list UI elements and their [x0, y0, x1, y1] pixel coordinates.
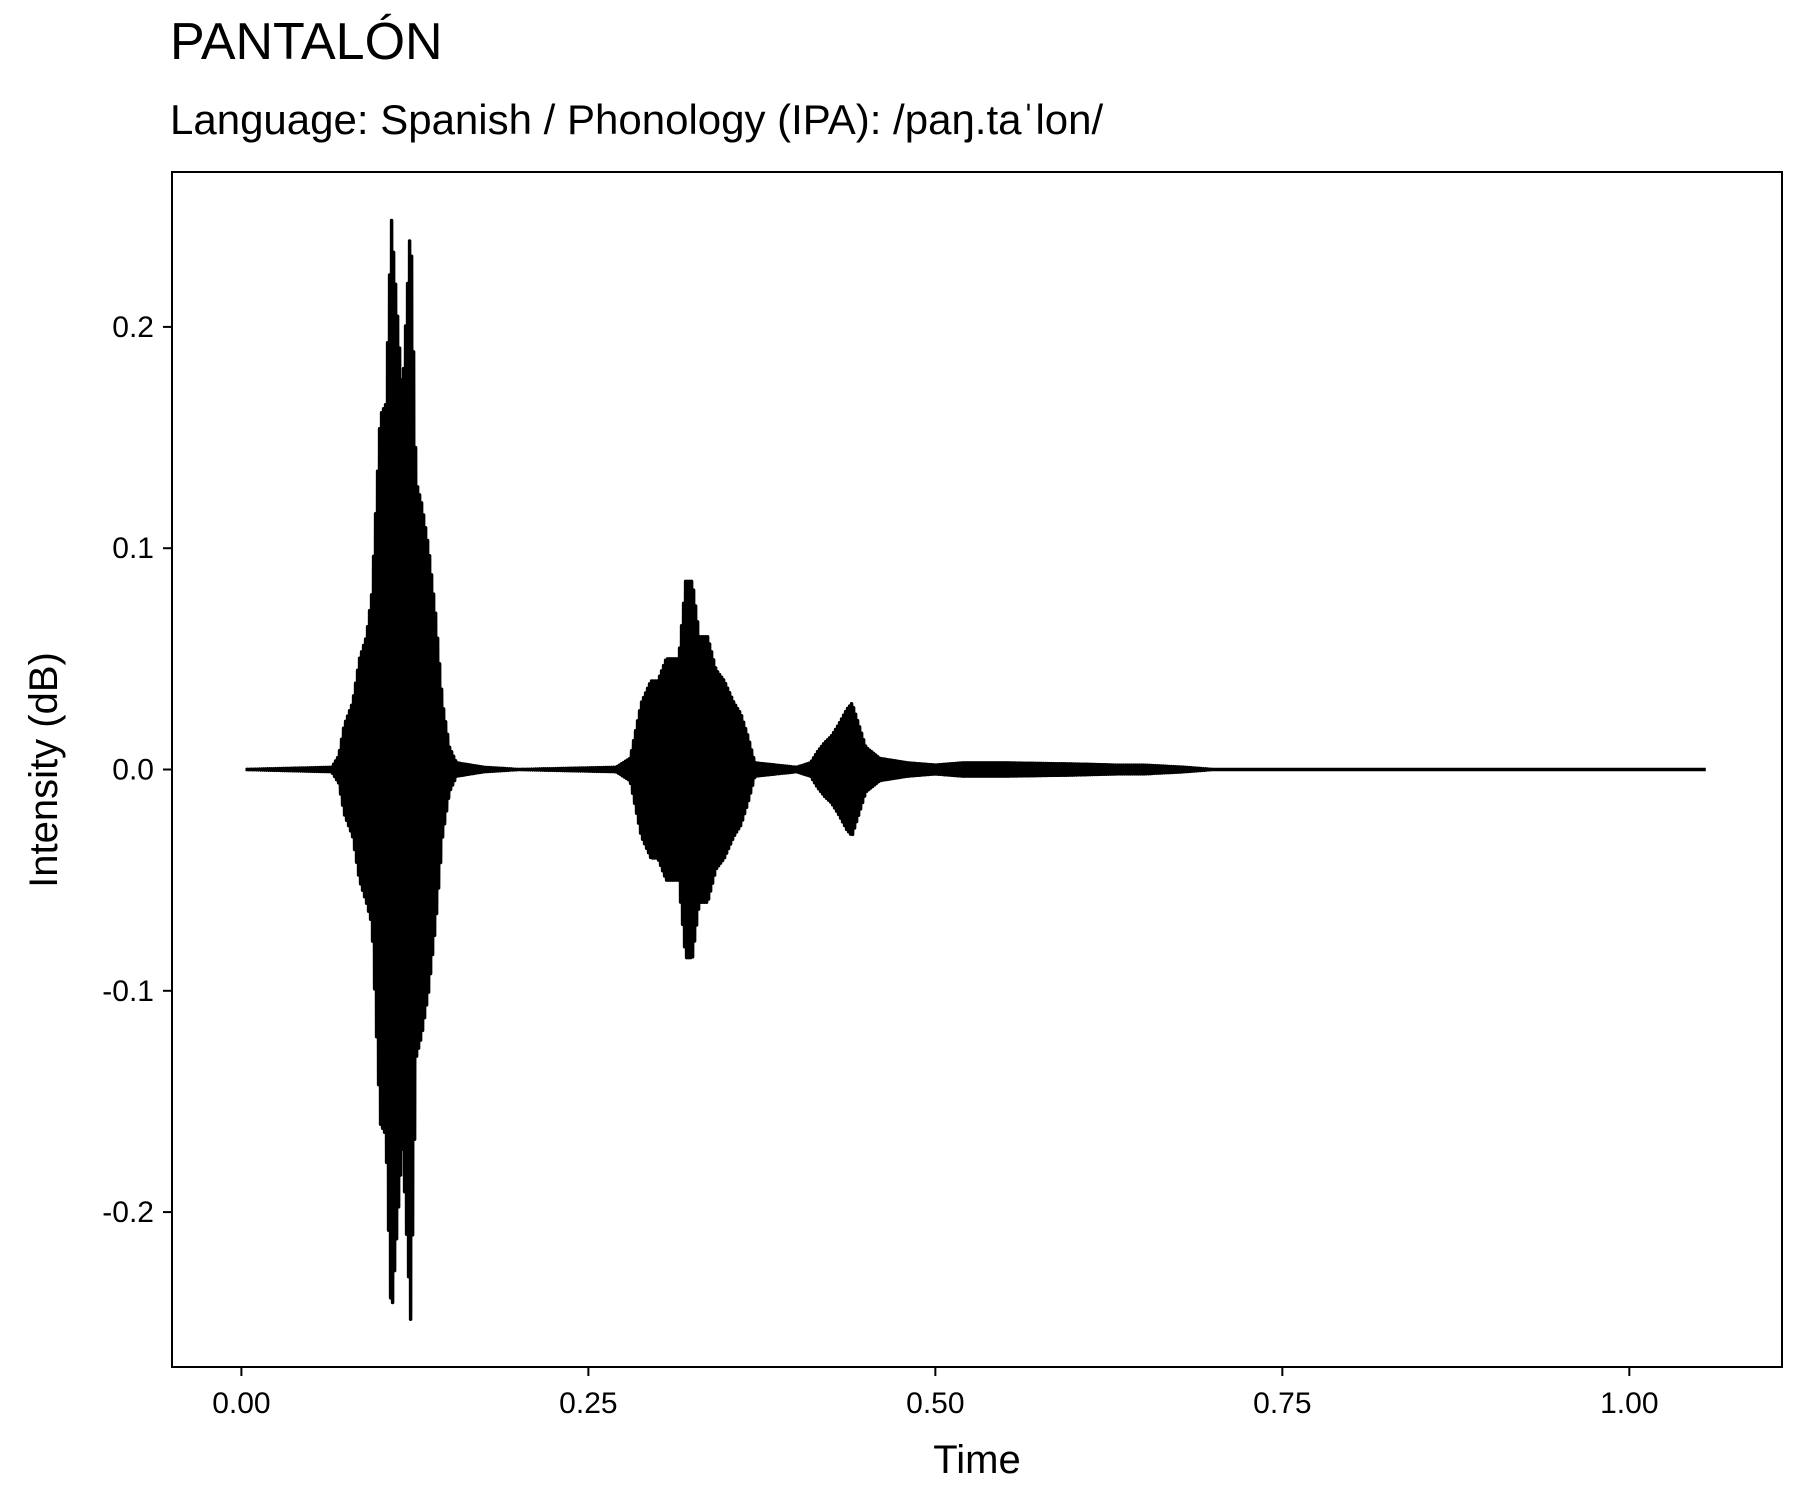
x-tick-label: 0.50 [906, 1387, 964, 1420]
waveform-layer [244, 218, 1708, 1322]
y-axis: -0.2 -0.1 0.0 0.1 0.2 [102, 311, 172, 1229]
y-tick-label: 0.2 [112, 311, 154, 344]
x-axis: 0.00 0.25 0.50 0.75 1.00 [212, 1367, 1659, 1420]
y-tick-label: -0.2 [102, 1196, 154, 1229]
x-tick-label: 0.25 [559, 1387, 617, 1420]
y-tick-label: 0.1 [112, 532, 154, 565]
y-tick-label: -0.1 [102, 975, 154, 1008]
x-tick-label: 0.75 [1253, 1387, 1311, 1420]
x-tick-label: 1.00 [1600, 1387, 1658, 1420]
chart-title: PANTALÓN [170, 13, 443, 71]
chart-subtitle: Language: Spanish / Phonology (IPA): /pa… [170, 96, 1104, 143]
y-tick-label: 0.0 [112, 754, 154, 787]
x-tick-label: 0.00 [212, 1387, 270, 1420]
y-axis-title: Intensity (dB) [22, 652, 66, 888]
x-axis-title: Time [933, 1438, 1020, 1482]
